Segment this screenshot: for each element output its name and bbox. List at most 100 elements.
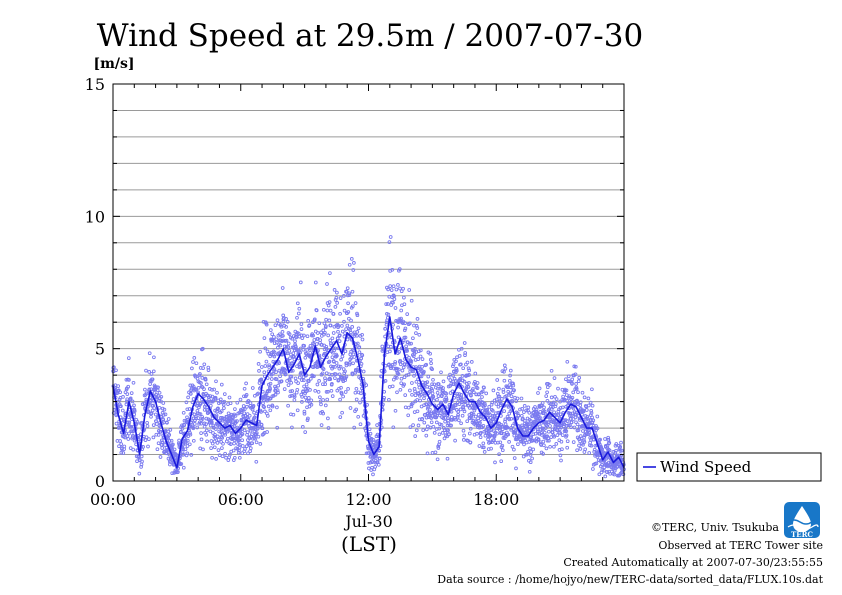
scatter-point — [449, 415, 454, 419]
x-tick-labels: 00:00 06:00 12:00 18:00 — [90, 490, 519, 509]
scatter-point — [564, 377, 568, 382]
scatter-point — [200, 415, 205, 419]
scatter-point — [387, 240, 392, 244]
scatter-point — [302, 344, 307, 348]
scatter-point — [181, 410, 186, 415]
scatter-point — [333, 305, 338, 309]
scatter-point — [123, 435, 127, 440]
scatter-point — [343, 390, 348, 394]
scatter-point — [553, 404, 558, 409]
scatter-point — [309, 398, 314, 403]
scatter-point — [151, 435, 156, 440]
scatter-point — [422, 420, 427, 425]
scatter-point — [562, 418, 566, 423]
scatter-point — [594, 461, 599, 466]
scatter-point — [459, 346, 464, 351]
scatter-point — [159, 394, 164, 399]
scatter-point — [384, 302, 389, 306]
y-tick-label: 15 — [85, 75, 105, 94]
scatter-point — [259, 423, 264, 427]
scatter-point — [324, 324, 328, 328]
scatter-point — [451, 373, 455, 378]
scatter-point — [530, 456, 534, 461]
scatter-point — [347, 262, 352, 267]
scatter-point — [570, 382, 574, 386]
scatter-point — [439, 422, 444, 427]
scatter-point — [347, 291, 352, 296]
scatter-point — [299, 322, 304, 326]
scatter-point — [114, 368, 118, 373]
scatter-point — [326, 426, 331, 430]
scatter-point — [431, 377, 435, 382]
scatter-point — [347, 362, 352, 367]
copyright-text: ©TERC, Univ. Tsukuba — [651, 521, 779, 534]
scatter-point — [150, 377, 155, 382]
scatter-point — [272, 335, 276, 339]
scatter-point — [541, 439, 546, 444]
scatter-point — [252, 410, 256, 415]
scatter-point — [232, 441, 236, 446]
scatter-point — [545, 390, 549, 395]
scatter-point — [302, 411, 307, 416]
scatter-point — [320, 371, 325, 376]
scatter-point — [420, 364, 424, 369]
scatter-point — [335, 336, 340, 341]
scatter-point — [149, 372, 154, 376]
scatter-point — [546, 429, 551, 434]
scatter-point — [299, 327, 304, 331]
scatter-point — [272, 354, 277, 359]
scatter-point — [182, 423, 187, 428]
scatter-point — [464, 387, 469, 391]
scatter-point — [549, 395, 554, 400]
scatter-point — [392, 297, 397, 301]
scatter-point — [155, 422, 159, 426]
scatter-point — [602, 468, 606, 473]
scatter-point — [469, 393, 473, 398]
scatter-point — [324, 390, 329, 394]
scatter-point — [172, 447, 177, 452]
scatter-point — [545, 398, 550, 403]
scatter-point — [139, 462, 144, 467]
scatter-point — [349, 330, 353, 335]
scatter-point — [403, 393, 408, 397]
scatter-point — [501, 390, 506, 394]
scatter-point — [407, 355, 411, 360]
scatter-point — [420, 357, 425, 361]
scatter-point — [120, 408, 125, 413]
scatter-point — [462, 433, 466, 438]
scatter-point — [414, 428, 419, 433]
scatter-point — [355, 311, 359, 316]
scatter-point — [250, 432, 254, 437]
scatter-point — [485, 411, 490, 415]
scatter-point — [519, 413, 524, 418]
scatter-point — [407, 288, 412, 292]
scatter-point — [428, 407, 432, 412]
scatter-point — [615, 464, 620, 469]
scatter-point — [300, 400, 304, 404]
scatter-point — [537, 386, 542, 391]
scatter-point — [499, 431, 504, 435]
scatter-point — [161, 417, 166, 422]
scatter-point — [271, 371, 275, 376]
scatter-point — [335, 290, 339, 295]
scatter-point — [448, 372, 452, 377]
scatter-point — [259, 365, 264, 369]
scatter-point — [263, 364, 268, 368]
scatter-point — [394, 287, 399, 292]
scatter-point — [416, 423, 421, 428]
scatter-point — [201, 447, 205, 452]
scatter-point — [131, 433, 135, 438]
scatter-point — [402, 295, 406, 300]
scatter-point — [282, 344, 287, 349]
scatter-point — [198, 412, 203, 416]
scatter-point — [473, 371, 478, 376]
scatter-point — [548, 444, 552, 449]
scatter-point — [264, 359, 269, 364]
scatter-point — [442, 436, 447, 441]
scatter-point — [437, 426, 442, 431]
scatter-point — [408, 388, 412, 393]
scatter-point — [456, 396, 461, 401]
scatter-point — [454, 368, 459, 373]
scatter-point — [383, 379, 388, 383]
scatter-point — [225, 429, 230, 434]
